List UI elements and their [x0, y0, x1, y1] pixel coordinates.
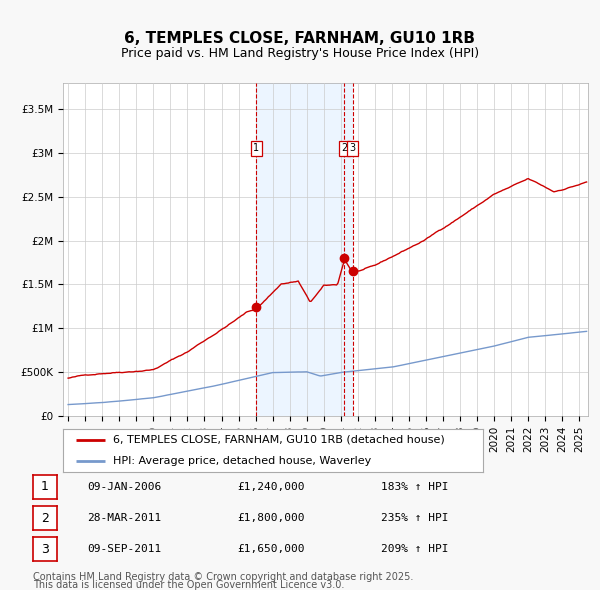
Text: 28-MAR-2011: 28-MAR-2011 [87, 513, 161, 523]
Text: 183% ↑ HPI: 183% ↑ HPI [381, 482, 449, 491]
Bar [256, 83, 353, 416]
Text: 3: 3 [350, 143, 356, 153]
Text: 6, TEMPLES CLOSE, FARNHAM, GU10 1RB (detached house): 6, TEMPLES CLOSE, FARNHAM, GU10 1RB (det… [113, 435, 445, 445]
Text: Price paid vs. HM Land Registry's House Price Index (HPI): Price paid vs. HM Land Registry's House … [121, 47, 479, 60]
Text: 2: 2 [41, 512, 49, 525]
Text: 209% ↑ HPI: 209% ↑ HPI [381, 545, 449, 554]
Text: 09-SEP-2011: 09-SEP-2011 [87, 545, 161, 554]
Text: 235% ↑ HPI: 235% ↑ HPI [381, 513, 449, 523]
Text: 09-JAN-2006: 09-JAN-2006 [87, 482, 161, 491]
Text: 2: 2 [341, 143, 347, 153]
Text: 6, TEMPLES CLOSE, FARNHAM, GU10 1RB: 6, TEMPLES CLOSE, FARNHAM, GU10 1RB [125, 31, 476, 46]
Text: £1,240,000: £1,240,000 [237, 482, 305, 491]
Text: Contains HM Land Registry data © Crown copyright and database right 2025.: Contains HM Land Registry data © Crown c… [33, 572, 413, 582]
Text: £1,650,000: £1,650,000 [237, 545, 305, 554]
Text: £1,800,000: £1,800,000 [237, 513, 305, 523]
Text: 1: 1 [253, 143, 259, 153]
Text: 3: 3 [41, 543, 49, 556]
Text: This data is licensed under the Open Government Licence v3.0.: This data is licensed under the Open Gov… [33, 581, 344, 590]
Text: 1: 1 [41, 480, 49, 493]
Text: HPI: Average price, detached house, Waverley: HPI: Average price, detached house, Wave… [113, 456, 371, 466]
